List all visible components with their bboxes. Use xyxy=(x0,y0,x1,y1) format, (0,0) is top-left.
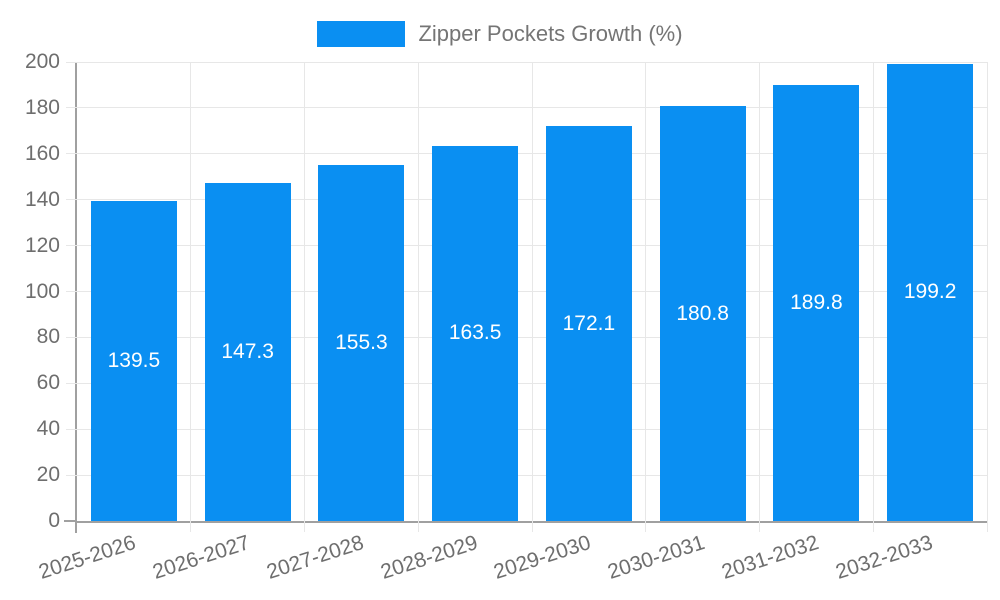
y-gridline xyxy=(66,153,987,155)
y-gridline xyxy=(66,199,987,201)
x-axis-tick-label: 2032-2033 xyxy=(832,531,936,584)
y-axis-tick-label: 40 xyxy=(36,417,60,441)
y-axis-tick-label: 60 xyxy=(36,371,60,395)
x-gridline xyxy=(872,62,874,532)
x-axis-tick-label: 2026-2027 xyxy=(150,531,253,584)
y-axis-tick-label: 140 xyxy=(24,187,60,211)
y-axis-tick-label: 80 xyxy=(36,325,60,349)
legend-swatch-icon xyxy=(317,21,406,47)
bar[interactable] xyxy=(318,164,405,521)
y-axis-tick-label: 160 xyxy=(24,141,60,165)
x-gridline xyxy=(417,62,419,532)
x-gridline xyxy=(986,62,988,532)
x-axis-tick xyxy=(64,520,77,522)
x-axis-tick-label: 2025-2026 xyxy=(36,531,139,584)
y-gridline xyxy=(66,428,987,430)
y-gridline xyxy=(66,291,987,292)
legend[interactable]: Zipper Pockets Growth (%) xyxy=(0,18,1000,50)
bar[interactable] xyxy=(773,85,860,521)
bar[interactable] xyxy=(432,145,519,521)
y-gridline xyxy=(66,107,987,109)
bar[interactable] xyxy=(887,63,974,521)
y-gridline xyxy=(66,245,987,247)
x-gridline xyxy=(645,62,647,532)
y-axis-tick-label: 100 xyxy=(24,279,60,303)
y-gridline xyxy=(66,474,987,476)
bar[interactable] xyxy=(659,106,746,521)
y-gridline xyxy=(66,61,987,63)
plot-area: 139.5 147.3 155.3 163.5 172.1 180.8 189.8 199.2 xyxy=(64,61,988,533)
bar[interactable] xyxy=(90,200,177,521)
bar[interactable] xyxy=(204,182,291,521)
y-axis-tick-label: 180 xyxy=(24,95,60,119)
x-gridline xyxy=(304,62,305,532)
x-axis-tick-label: 2029-2030 xyxy=(491,531,594,584)
y-axis-tick-label: 0 xyxy=(48,509,60,532)
x-gridline xyxy=(190,62,192,532)
x-gridline xyxy=(759,62,760,532)
x-axis-tick-label: 2030-2031 xyxy=(605,531,708,584)
y-gridline xyxy=(66,336,987,338)
y-axis-tick-label: 120 xyxy=(24,233,60,257)
x-gridline xyxy=(531,62,533,532)
x-axis-tick-label: 2031-2032 xyxy=(718,531,822,584)
bar[interactable] xyxy=(545,126,632,521)
y-axis-tick xyxy=(75,521,77,533)
x-axis-tick-label: 2027-2028 xyxy=(263,531,367,584)
legend-label: Zipper Pockets Growth (%) xyxy=(418,21,683,46)
y-gridline xyxy=(66,382,987,384)
y-axis-tick-label: 200 xyxy=(24,50,60,73)
x-axis-tick-label: 2028-2029 xyxy=(377,531,481,584)
y-axis-tick-label: 20 xyxy=(36,463,60,487)
